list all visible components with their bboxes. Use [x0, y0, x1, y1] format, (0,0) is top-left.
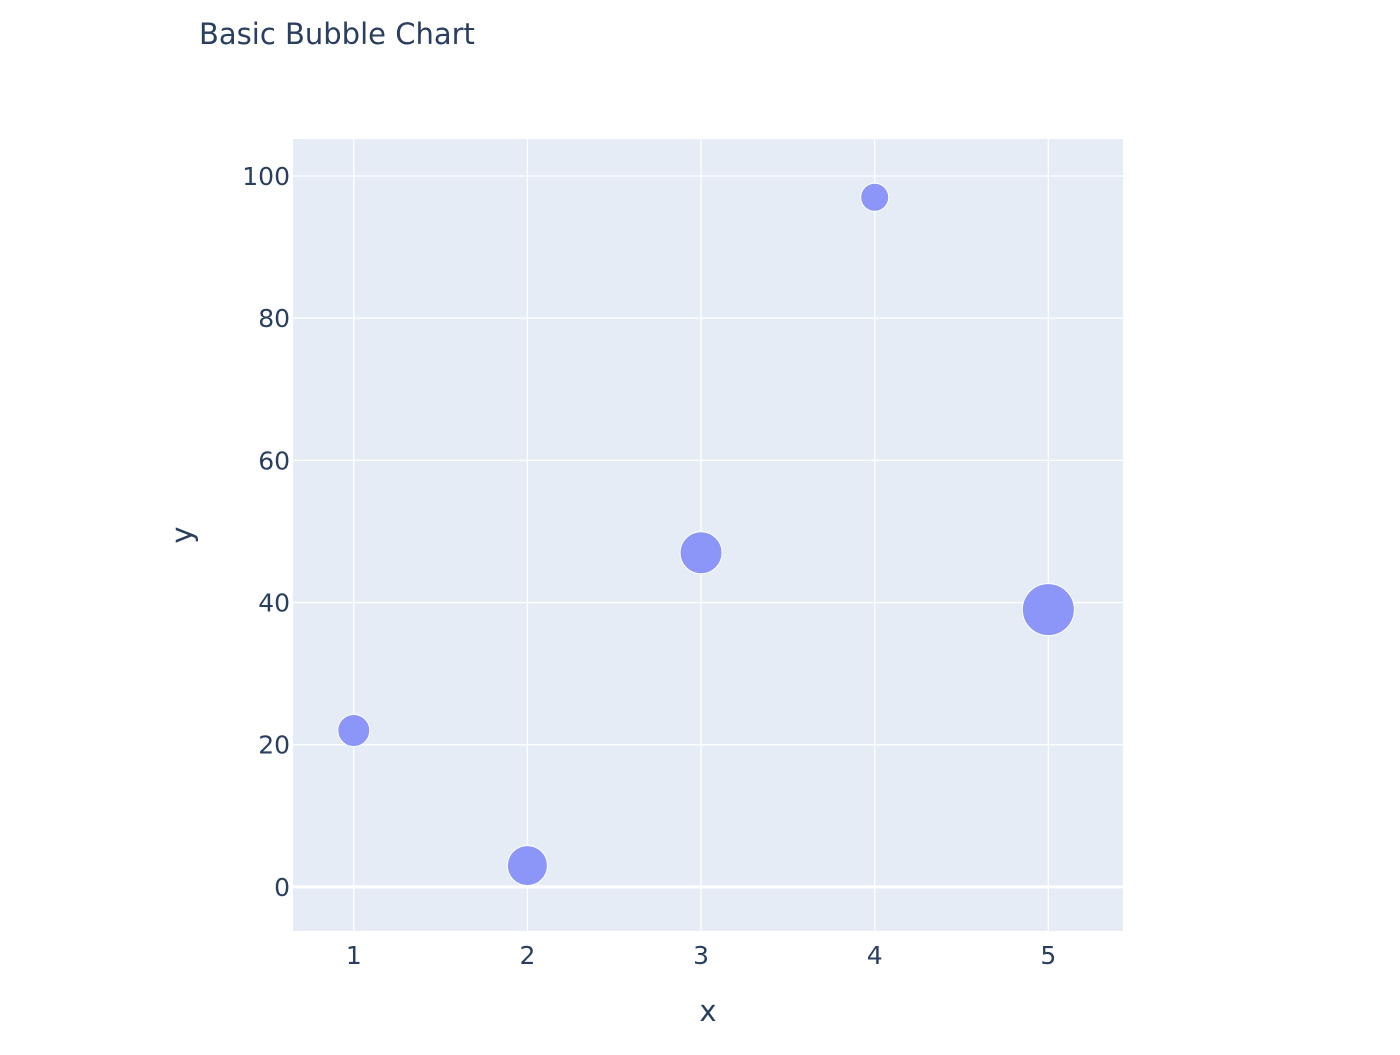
x-tick-label: 2: [519, 941, 535, 970]
y-tick-label: 0: [274, 873, 290, 902]
x-tick-label: 3: [693, 941, 709, 970]
bubble-marker[interactable]: [1021, 583, 1075, 637]
y-tick-label: 80: [258, 304, 290, 333]
y-axis-label: y: [165, 526, 199, 543]
bubble-markers[interactable]: [337, 182, 1075, 887]
x-tick-label: 5: [1040, 941, 1056, 970]
x-tick-label: 4: [867, 941, 883, 970]
y-tick-label: 40: [258, 589, 290, 618]
x-axis-label: x: [699, 994, 716, 1028]
y-tick-label: 60: [258, 446, 290, 475]
y-tick-label: 20: [258, 731, 290, 760]
chart-title: Basic Bubble Chart: [199, 17, 475, 51]
y-tick-label: 100: [242, 162, 290, 191]
bubble-marker[interactable]: [506, 845, 548, 887]
bubble-marker[interactable]: [337, 714, 371, 748]
bubble-marker[interactable]: [679, 531, 723, 575]
bubble-marker[interactable]: [860, 182, 890, 212]
tick-labels: 1 2 3 4 5 0 20 40 60 80 100: [242, 162, 1056, 970]
x-tick-label: 1: [346, 941, 362, 970]
